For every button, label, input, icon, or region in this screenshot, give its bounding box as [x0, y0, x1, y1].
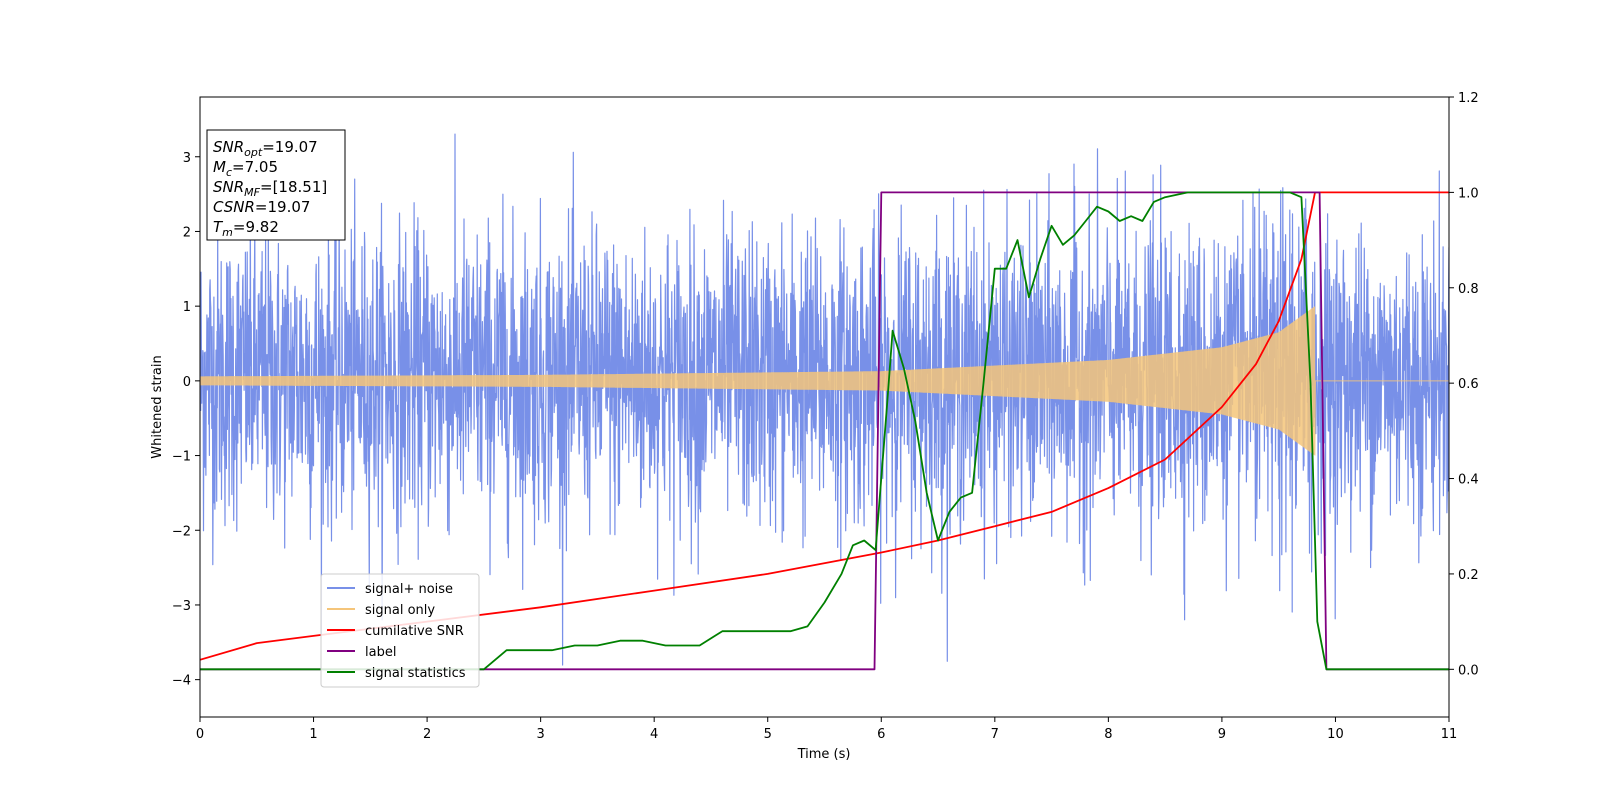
x-tick-label: 4 [650, 727, 658, 742]
y-left-tick-label: −4 [172, 674, 191, 689]
info-line: Tm=9.82 [213, 218, 279, 239]
y-right-tick-label: 0.0 [1458, 663, 1479, 678]
y-axis-right: 0.0 0.2 0.4 0.6 0.8 1.0 1.2 [1449, 91, 1479, 678]
y-right-tick-label: 1.0 [1458, 186, 1479, 201]
legend-frame [320, 573, 480, 688]
info-line-subscript: opt [244, 146, 263, 159]
y-left-tick-label: −2 [172, 524, 191, 539]
legend-label: label [365, 645, 396, 660]
info-line-value: =[18.51] [260, 178, 327, 196]
info-line-value: =19.07 [262, 138, 318, 156]
y-right-tick-label: 0.8 [1458, 282, 1479, 297]
x-tick-label: 1 [309, 727, 317, 742]
x-tick-label: 9 [1218, 727, 1226, 742]
info-box-frame [206, 129, 346, 241]
y-left-tick-label: −1 [172, 450, 191, 465]
info-line-symbol: SNR [213, 178, 244, 196]
info-box: SNRopt=19.07Mc=7.05SNRMF=[18.51]CSNR=19.… [206, 129, 346, 241]
y-left-tick-label: −3 [172, 599, 191, 614]
info-line-subscript: c [226, 166, 232, 179]
legend-label: signal+ noise [365, 582, 453, 597]
x-axis: 0 1 2 3 4 5 6 7 8 9 10 11 [196, 717, 1457, 742]
legend-label: signal statistics [365, 666, 466, 681]
plot-frame [199, 96, 1450, 718]
y-axis-left-title: Whitened strain [150, 355, 165, 458]
info-line-value: =9.82 [233, 218, 279, 236]
x-tick-label: 3 [536, 727, 544, 742]
info-line-subscript: m [222, 226, 233, 239]
info-line: CSNR=19.07 [213, 198, 310, 216]
series-layer [200, 133, 1449, 671]
info-line-value: =7.05 [232, 158, 278, 176]
x-axis-title: Time (s) [797, 747, 851, 762]
info-line-subscript: MF [244, 186, 260, 199]
info-line: SNRopt=19.07 [213, 138, 318, 159]
x-tick-label: 11 [1441, 727, 1458, 742]
x-tick-label: 0 [196, 727, 204, 742]
y-left-tick-label: 0 [183, 375, 191, 390]
legend: signal+ noise signal only cumilative SNR la… [320, 573, 480, 688]
legend-label: signal only [365, 603, 435, 618]
info-line-symbol: T [213, 218, 224, 236]
info-line-value: =19.07 [255, 198, 311, 216]
x-tick-label: 6 [877, 727, 885, 742]
y-right-tick-label: 0.2 [1458, 568, 1479, 583]
info-line-symbol: M [213, 158, 226, 176]
info-line-symbol: CSNR [213, 198, 255, 216]
x-tick-label: 2 [423, 727, 431, 742]
y-right-tick-label: 1.2 [1458, 91, 1479, 106]
info-line: Mc=7.05 [213, 158, 278, 179]
y-axis-left: −4 −3 −2 −1 0 1 2 3 [172, 151, 200, 689]
y-left-tick-label: 1 [183, 300, 191, 315]
series-signal-only-line [200, 306, 1449, 456]
x-tick-label: 10 [1327, 727, 1344, 742]
series-signal-statistics-line [200, 191, 1449, 671]
info-line: SNRMF=[18.51] [213, 178, 327, 199]
y-right-tick-label: 0.4 [1458, 473, 1479, 488]
legend-label: cumilative SNR [365, 624, 464, 639]
x-tick-label: 5 [764, 727, 772, 742]
info-line-symbol: SNR [213, 138, 244, 156]
y-left-tick-label: 3 [183, 151, 191, 166]
x-tick-label: 7 [991, 727, 999, 742]
x-tick-label: 8 [1104, 727, 1112, 742]
y-right-tick-label: 0.6 [1458, 377, 1479, 392]
y-left-tick-label: 2 [183, 225, 191, 240]
